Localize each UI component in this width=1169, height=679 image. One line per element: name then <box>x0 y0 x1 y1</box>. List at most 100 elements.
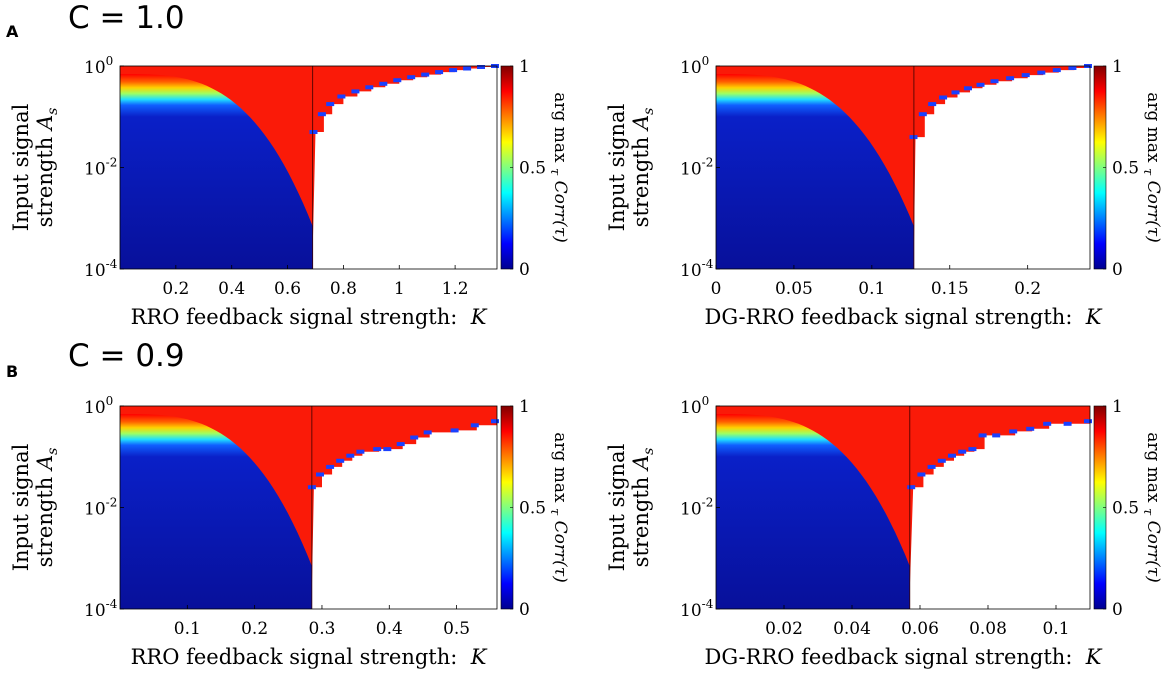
y-tick-exponent: -2 <box>702 156 714 170</box>
boundary-mark <box>928 102 937 107</box>
boundary-mark <box>978 433 987 438</box>
y-tick-label: 100 <box>680 394 709 418</box>
boundary-mark <box>1063 421 1072 426</box>
boundary-mark <box>1006 76 1015 81</box>
boundary-mark <box>336 458 345 463</box>
x-axis-label: DG-RRO feedback signal strength: K <box>705 305 1103 329</box>
colorbar-tick-label: 1 <box>1112 57 1123 77</box>
colorbar-label-expression: Corr(τ) <box>1143 175 1163 243</box>
x-tick-label: 0.1 <box>858 279 885 299</box>
colorbar-tick-label: 1 <box>1112 397 1123 417</box>
boundary-mark <box>939 95 948 100</box>
high-region-right <box>312 66 497 249</box>
y-tick-label: 10-2 <box>84 496 117 520</box>
y-axis-label-line2: strength As <box>33 108 61 228</box>
x-tick-label: 0.4 <box>218 279 245 299</box>
colorbar-label: arg max τ Corr(τ) <box>547 92 570 243</box>
y-tick-label: 100 <box>84 54 113 78</box>
y-tick-base: 10 <box>84 58 106 78</box>
y-tick-base: 10 <box>84 160 106 180</box>
x-tick-label: 1.2 <box>442 279 469 299</box>
low-region <box>716 74 914 269</box>
high-region-right <box>909 406 1090 589</box>
y-tick-exponent: -2 <box>702 496 714 510</box>
y-axis-label-line2: strength As <box>33 448 61 568</box>
boundary-mark <box>1043 421 1052 426</box>
y-tick-exponent: -4 <box>106 597 118 611</box>
boundary-mark <box>491 419 499 424</box>
boundary-mark <box>1084 419 1092 424</box>
x-tick-label: 0.06 <box>901 619 939 639</box>
y-tick-exponent: -2 <box>106 156 118 170</box>
boundary-mark <box>1026 426 1035 431</box>
high-region-right <box>913 66 1090 249</box>
boundary-mark <box>918 112 927 117</box>
y-tick-base: 10 <box>84 500 106 520</box>
boundary-mark <box>1009 429 1018 434</box>
boundary-mark <box>470 423 479 428</box>
x-tick-label: 0.6 <box>274 279 301 299</box>
y-axis-label-text: strength <box>33 130 57 227</box>
y-tick-exponent: 0 <box>106 394 114 408</box>
boundary-mark <box>337 94 346 99</box>
panel-letter-b: B <box>6 362 19 381</box>
y-axis-label-text: strength <box>629 470 653 567</box>
colorbar-label: arg max τ Corr(τ) <box>1140 432 1163 583</box>
x-axis-label-symbol: K <box>1085 645 1103 669</box>
y-tick-base: 10 <box>84 398 106 418</box>
colorbar-tick-label: 0 <box>519 600 530 620</box>
y-tick-label: 10-4 <box>84 597 118 621</box>
boundary-mark <box>326 464 335 469</box>
x-tick-label: 0.8 <box>330 279 357 299</box>
x-axis-label-text: DG-RRO feedback signal strength: <box>705 645 1086 669</box>
boundary-mark <box>435 70 444 75</box>
x-tick-label: 0.2 <box>162 279 189 299</box>
x-axis-label-symbol: K <box>1085 305 1103 329</box>
colorbar-tick-label: 1 <box>519 57 530 77</box>
y-axis-label-symbol: A <box>33 115 57 132</box>
boundary-mark <box>968 447 977 452</box>
x-tick-label: 0.4 <box>376 619 403 639</box>
colorbar-label: arg max τ Corr(τ) <box>547 432 570 583</box>
colorbar-tick-label: 0.5 <box>519 159 546 179</box>
x-tick-label: 1 <box>394 279 405 299</box>
y-tick-exponent: -4 <box>106 257 118 271</box>
colorbar-label-expression: Corr(τ) <box>550 175 570 243</box>
y-tick-label: 10-4 <box>680 257 714 281</box>
colorbar-tick-label: 0 <box>519 260 530 280</box>
y-tick-label: 10-2 <box>84 156 117 180</box>
boundary-mark <box>1037 70 1046 75</box>
y-axis-label-text: strength <box>33 470 57 567</box>
boundary-mark <box>909 135 918 140</box>
x-tick-label: 0.1 <box>174 619 201 639</box>
boundary-mark <box>396 442 405 447</box>
boundary-mark <box>317 112 326 117</box>
boundary-mark <box>309 130 318 134</box>
boundary-mark <box>449 68 458 73</box>
boundary-mark <box>976 82 985 87</box>
boundary-mark <box>907 485 916 490</box>
y-axis-label-subscript: s <box>641 448 657 455</box>
x-axis-label-text: RRO feedback signal strength: <box>131 305 471 329</box>
boundary-mark <box>937 458 946 463</box>
y-tick-base: 10 <box>680 160 702 180</box>
y-axis-label-line2: strength As <box>629 448 657 568</box>
y-axis-label-subscript: s <box>641 108 657 115</box>
y-tick-label: 10-4 <box>84 257 118 281</box>
boundary-mark <box>477 65 485 69</box>
x-tick-label: 0.2 <box>1014 279 1041 299</box>
y-tick-base: 10 <box>680 500 702 520</box>
boundary-mark <box>423 430 432 435</box>
x-axis-label-symbol: K <box>470 645 488 669</box>
x-tick-label: 0.3 <box>308 619 335 639</box>
boundary-mark <box>992 433 1001 438</box>
y-axis-label-symbol: A <box>33 455 57 472</box>
low-region <box>716 414 910 609</box>
panel-letter-a: A <box>6 22 19 41</box>
x-tick-label: 0.2 <box>241 619 268 639</box>
y-tick-label: 100 <box>84 394 113 418</box>
